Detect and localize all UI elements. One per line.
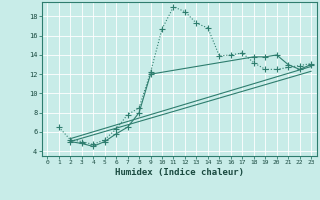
X-axis label: Humidex (Indice chaleur): Humidex (Indice chaleur) (115, 168, 244, 177)
